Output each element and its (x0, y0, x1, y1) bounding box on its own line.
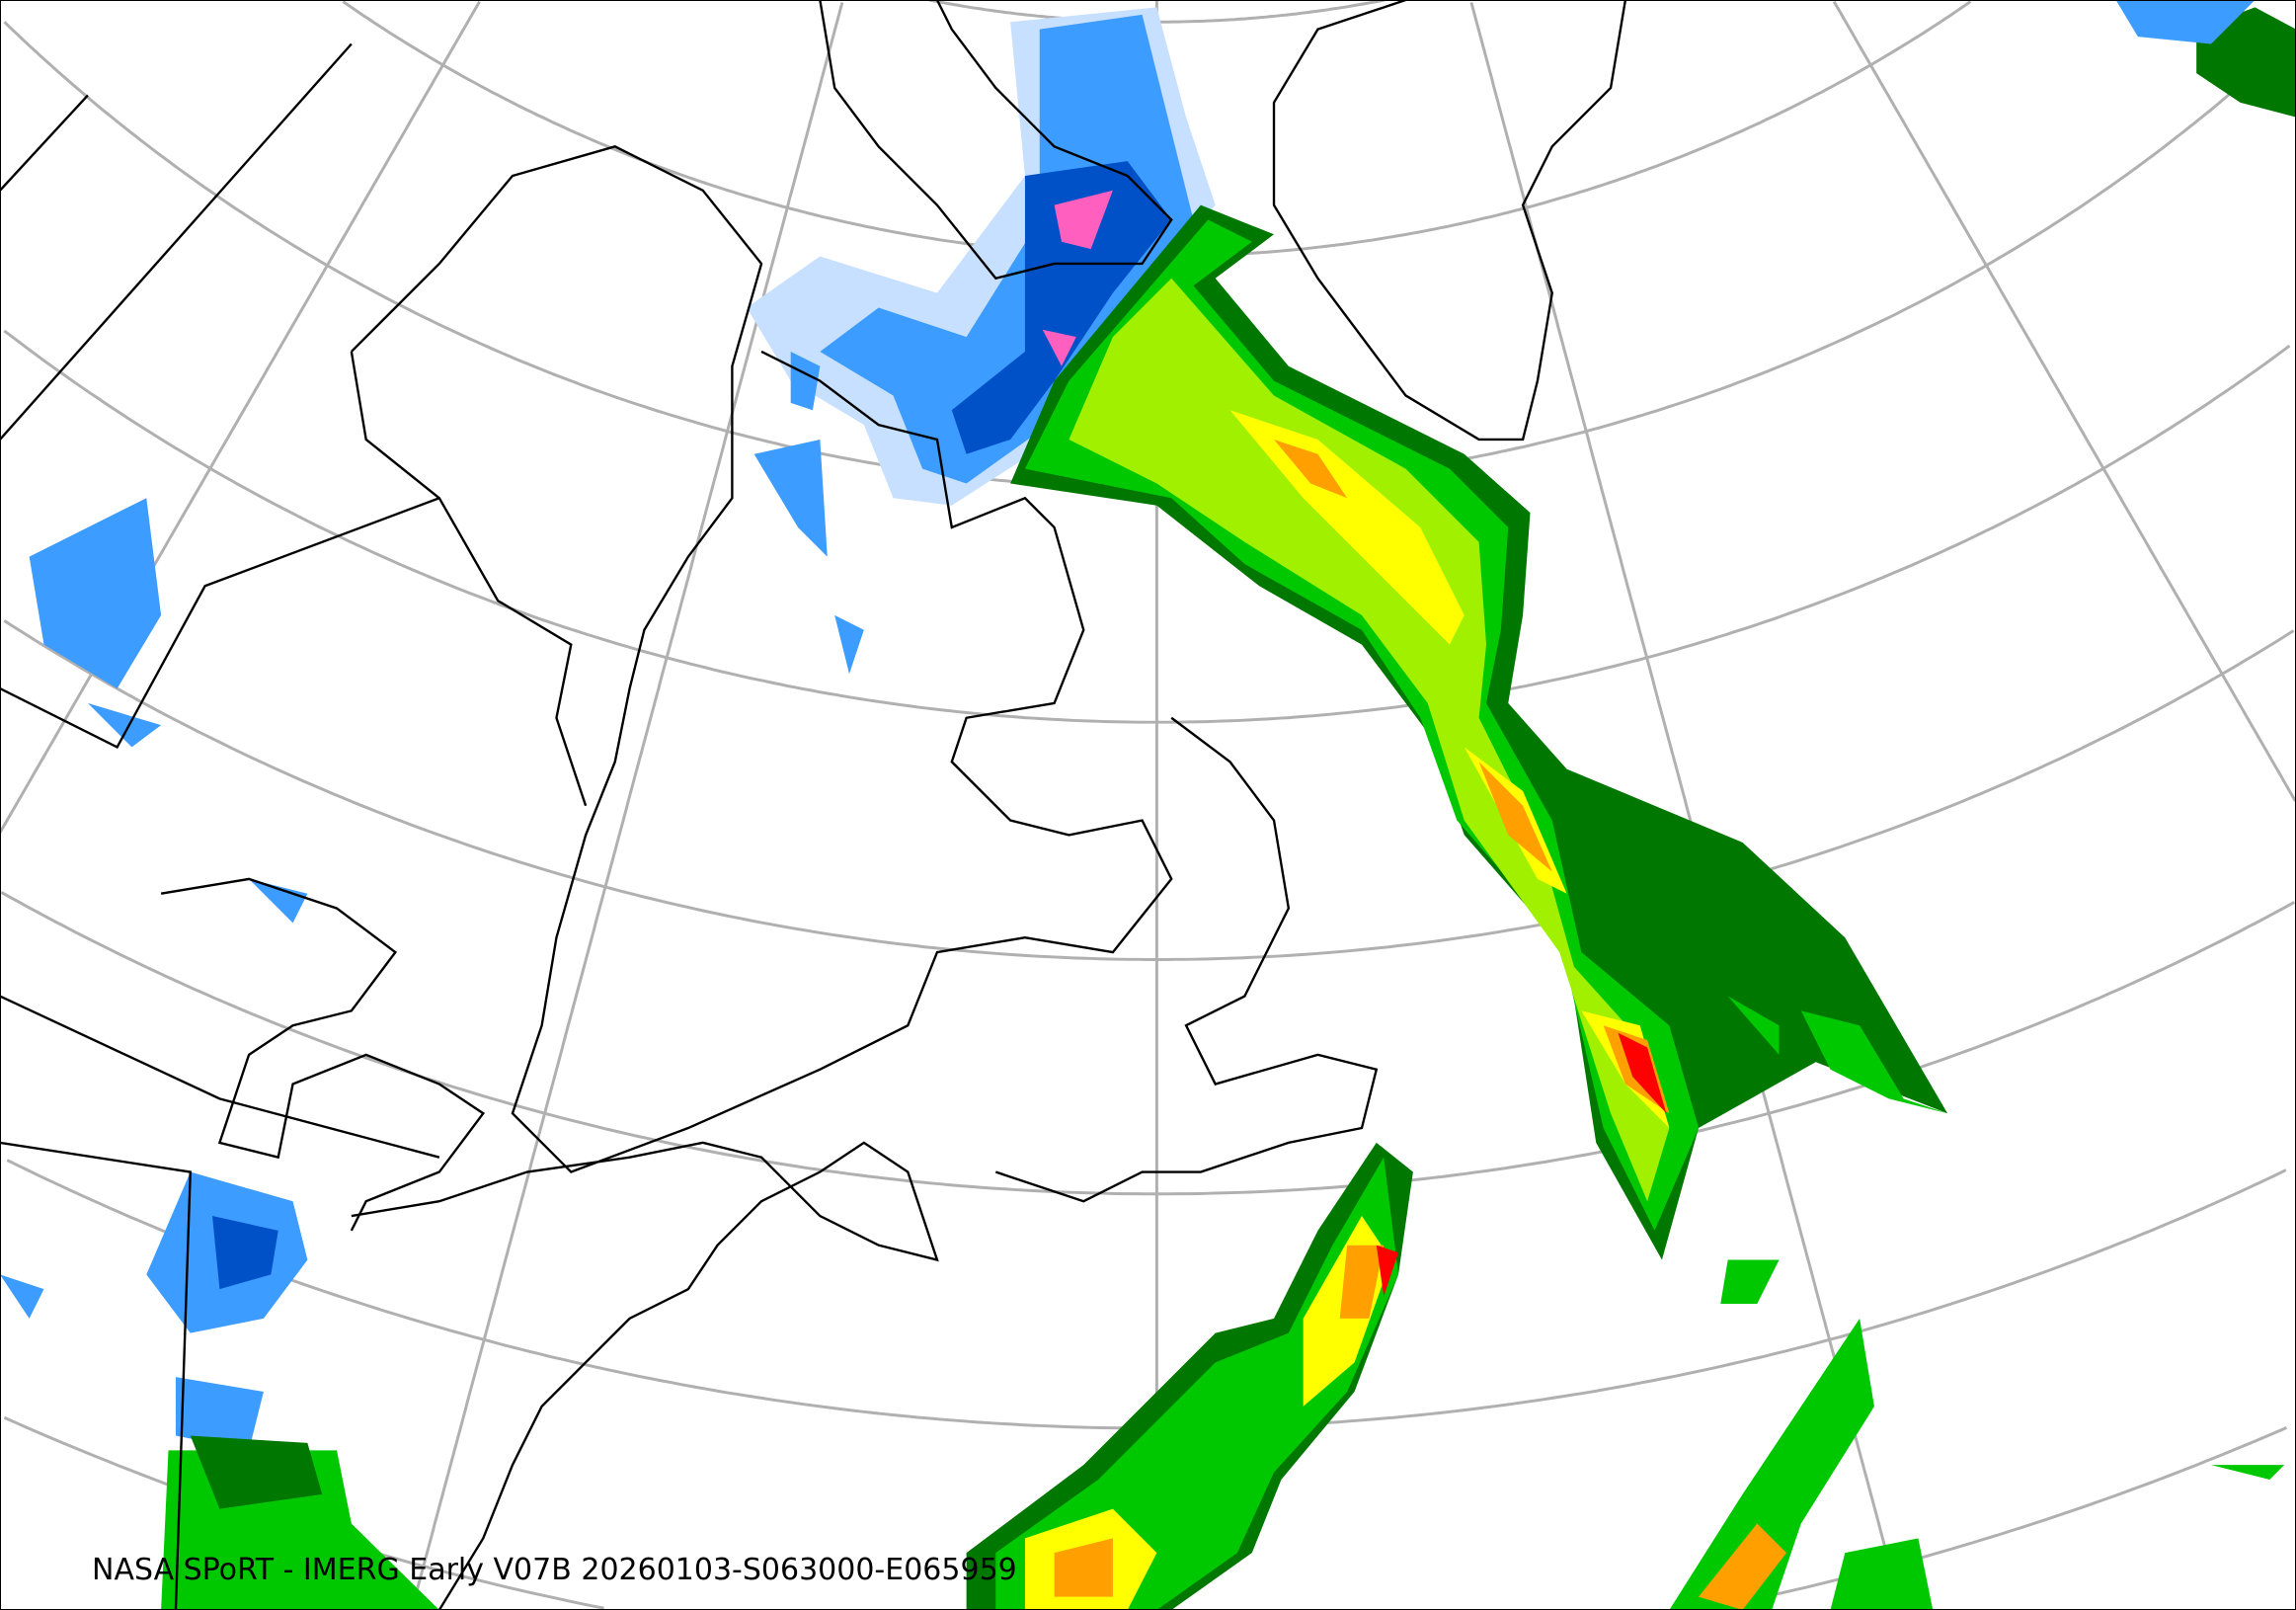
rain-band-south (966, 1142, 1413, 1610)
parallel-line (6, 1159, 2287, 1430)
meridian-line (410, 2, 844, 1609)
coastline-baffin (819, 0, 1173, 281)
snow-baffin-dark (951, 161, 1172, 454)
rain-band-north-red (1618, 1032, 1667, 1114)
map-caption: NASA SPoRT - IMERG Early V07B 20260103-S… (92, 1553, 1017, 1587)
parallel-line (1708, 1425, 2288, 1610)
rain-band-north-yellowgreen (1069, 278, 1670, 1202)
parallel-line (3, 329, 2291, 724)
snow-hudson (753, 351, 864, 675)
coastline-great-lakes (160, 877, 486, 1232)
snow-areas (0, 7, 1216, 1451)
rain-southeast-yellow (1699, 1523, 1786, 1610)
parallel-line (3, 619, 2295, 961)
coastline-hudson-west (350, 351, 588, 807)
snow-westcoast (29, 498, 162, 748)
snow-midwest (0, 878, 308, 1451)
snow-greenland-ne (2115, 0, 2256, 44)
parallel-line (0, 891, 2295, 1196)
rain-greenland-ne (2196, 7, 2296, 118)
snow-midwest-dark (212, 1216, 278, 1290)
snow-heavy (1042, 190, 1113, 366)
rain-us-south-dark (190, 1435, 323, 1509)
coastline-labrador (994, 716, 1379, 1203)
meridian-line (1832, 0, 2296, 802)
rain-band-south-orange (1054, 1245, 1385, 1597)
coastline-greenland (1272, 0, 1627, 442)
meridian-line (1469, 2, 1903, 1609)
meridian-line (0, 0, 481, 834)
coastline-hudson-bay (351, 145, 1173, 1173)
coastlines (0, 0, 1627, 1610)
coastline-us-east (351, 1141, 939, 1610)
snow-baffin-mid (820, 14, 1194, 484)
border-province (0, 42, 440, 1610)
rain-band-south-green (995, 1157, 1399, 1610)
rain-areas (161, 0, 2296, 1610)
rain-southeast (1669, 1259, 1934, 1610)
